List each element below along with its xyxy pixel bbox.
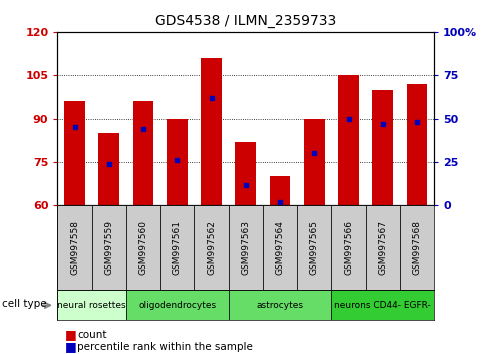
- Text: percentile rank within the sample: percentile rank within the sample: [77, 342, 253, 352]
- Bar: [407, 84, 427, 205]
- Text: GSM997566: GSM997566: [344, 220, 353, 275]
- Text: neurons CD44- EGFR-: neurons CD44- EGFR-: [334, 301, 431, 310]
- Bar: [57, 290, 126, 320]
- Bar: [338, 75, 359, 205]
- Bar: [263, 205, 297, 290]
- Bar: [331, 205, 366, 290]
- Text: GSM997559: GSM997559: [104, 220, 113, 275]
- Text: cell type: cell type: [2, 298, 47, 309]
- Text: GSM997558: GSM997558: [70, 220, 79, 275]
- Text: ■: ■: [65, 341, 77, 353]
- Text: count: count: [77, 330, 107, 339]
- Bar: [270, 176, 290, 205]
- Bar: [126, 290, 229, 320]
- Bar: [304, 119, 324, 205]
- Text: GSM997565: GSM997565: [310, 220, 319, 275]
- Text: GSM997561: GSM997561: [173, 220, 182, 275]
- Bar: [366, 205, 400, 290]
- Text: GSM997563: GSM997563: [241, 220, 250, 275]
- Bar: [297, 205, 331, 290]
- Bar: [331, 290, 434, 320]
- Bar: [229, 290, 331, 320]
- Bar: [64, 101, 85, 205]
- Text: GSM997564: GSM997564: [275, 220, 284, 275]
- Bar: [133, 101, 153, 205]
- Bar: [126, 205, 160, 290]
- Bar: [236, 142, 256, 205]
- Text: neural rosettes: neural rosettes: [57, 301, 126, 310]
- Bar: [98, 133, 119, 205]
- Bar: [92, 205, 126, 290]
- Bar: [167, 119, 188, 205]
- Text: ■: ■: [65, 328, 77, 341]
- Bar: [195, 205, 229, 290]
- Bar: [160, 205, 195, 290]
- Bar: [372, 90, 393, 205]
- Text: astrocytes: astrocytes: [256, 301, 303, 310]
- Text: GSM997562: GSM997562: [207, 220, 216, 275]
- Bar: [229, 205, 263, 290]
- Bar: [400, 205, 434, 290]
- Title: GDS4538 / ILMN_2359733: GDS4538 / ILMN_2359733: [155, 14, 336, 28]
- Text: GSM997560: GSM997560: [139, 220, 148, 275]
- Bar: [201, 58, 222, 205]
- Text: GSM997567: GSM997567: [378, 220, 387, 275]
- Bar: [57, 205, 92, 290]
- Text: oligodendrocytes: oligodendrocytes: [138, 301, 217, 310]
- Text: GSM997568: GSM997568: [413, 220, 422, 275]
